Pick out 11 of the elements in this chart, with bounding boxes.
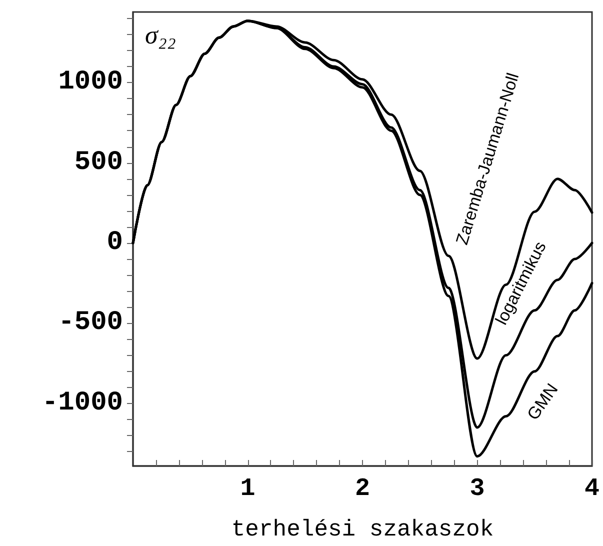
x-tick-label: 3 bbox=[470, 474, 485, 503]
y-tick-label: -1000 bbox=[42, 388, 123, 418]
annotation: σ₂₂ bbox=[145, 20, 176, 50]
x-tick-label: 1 bbox=[240, 474, 256, 503]
x-tick-label: 4 bbox=[584, 474, 600, 503]
x-tick-label: 2 bbox=[354, 474, 370, 503]
y-tick-label: 500 bbox=[74, 148, 123, 178]
y-tick-label: -500 bbox=[58, 308, 123, 338]
y-tick-label: 1000 bbox=[58, 68, 123, 98]
y-tick-label: 0 bbox=[106, 228, 123, 258]
x-axis-title: terhelési szakaszok bbox=[231, 516, 494, 542]
